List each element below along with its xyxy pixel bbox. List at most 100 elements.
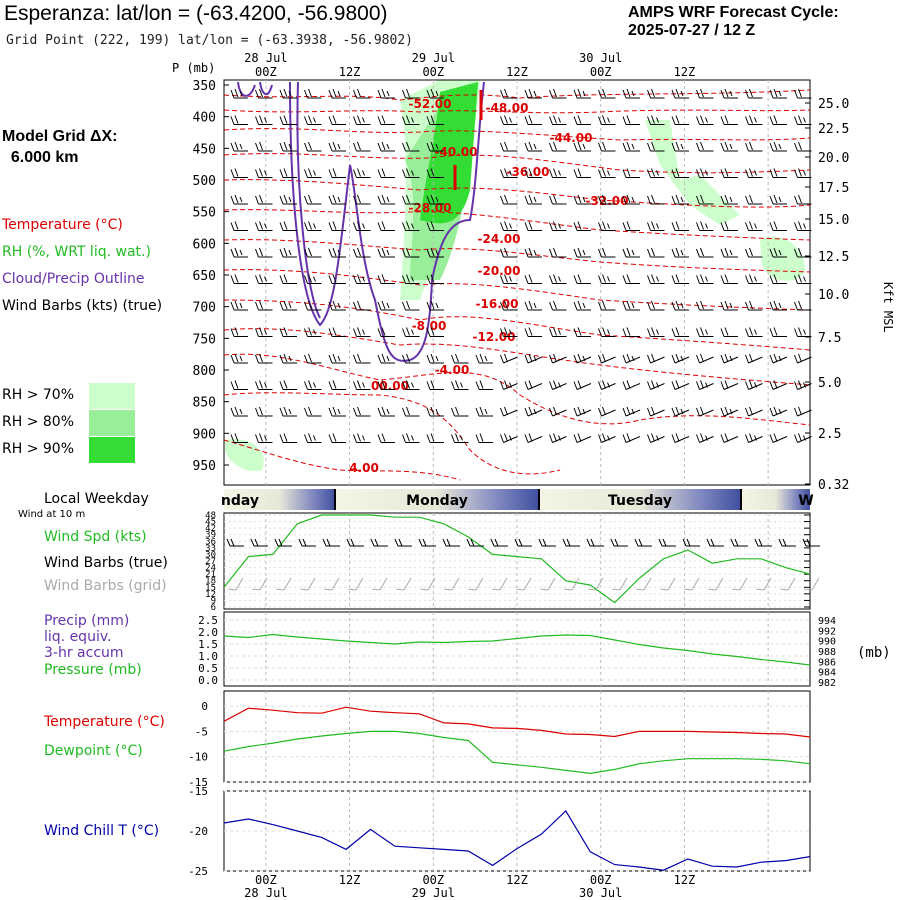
wind-barb: [402, 380, 420, 390]
legend-wind-barbs-true: Wind Barbs (true): [44, 555, 168, 571]
wind-barb: [769, 274, 787, 284]
wind-barb: [598, 300, 616, 311]
wind-barb: [304, 115, 322, 125]
wind-barb: [769, 353, 788, 364]
wind-barb-grid: [660, 577, 676, 591]
wind-barb: [549, 274, 567, 284]
wind-barb: [279, 168, 297, 178]
wind-barb: [353, 194, 371, 205]
wind-barb: [304, 353, 322, 364]
wind-barb: [353, 406, 371, 417]
wind-barb: [524, 380, 543, 390]
temp-tick-label: -10: [188, 751, 208, 764]
wind-barb: [794, 168, 812, 178]
wind-barb: [328, 327, 346, 337]
wind-barb: [549, 247, 567, 258]
wind-barb: [524, 274, 542, 284]
height-tick-label: 20.0: [818, 151, 849, 166]
wind-tick-label: 30: [205, 550, 216, 560]
wind-barb: [304, 380, 322, 390]
wind-barb: [720, 168, 738, 178]
wind-barb: [304, 141, 322, 152]
wind-barb: [255, 433, 273, 443]
wind-barb: [794, 327, 812, 337]
wind-barb: [696, 353, 714, 364]
wind-barb: [353, 353, 371, 364]
pressure-line: [223, 633, 811, 666]
wind-barb: [500, 380, 518, 390]
wind-tick-label: 21: [205, 570, 216, 580]
wind-barb-true: [634, 538, 652, 547]
wind-barb: [328, 88, 346, 99]
wind-barb: [769, 380, 788, 390]
pressure-tick-label: 992: [818, 626, 836, 637]
wind-barb: [720, 194, 738, 205]
temperature-contour: [223, 392, 561, 475]
bottom-date-label: 28 Jul: [244, 886, 287, 900]
wind-barb: [230, 300, 248, 311]
legend-wind-speed: Wind Spd (kts): [44, 529, 147, 545]
top-time-tick-label: 00Z: [590, 65, 612, 79]
wind-tick-label: 24: [205, 564, 216, 574]
wind-barb-grid: [564, 577, 580, 591]
wind-barb: [304, 88, 322, 99]
wind-barb: [573, 406, 592, 417]
wind-barb: [671, 433, 690, 443]
rh-region: [760, 236, 805, 281]
wind-barb: [451, 406, 469, 417]
pressure-axis-label: P (mb): [172, 61, 215, 75]
wind-barb: [524, 141, 542, 152]
wind-barb: [304, 274, 322, 284]
height-tick-label: 7.5: [818, 331, 841, 346]
wind-barb: [230, 433, 248, 443]
weekday-segment: [539, 489, 741, 510]
temperature-line: [223, 706, 811, 738]
wind-barb: [769, 327, 787, 337]
wind-barb-true: [250, 538, 268, 547]
wind-barb: [279, 406, 297, 417]
wind-barb-true: [586, 538, 604, 547]
wind-barb: [696, 300, 714, 311]
wind-barb: [671, 88, 689, 99]
wind-barb: [549, 300, 567, 311]
wind-barb: [304, 433, 322, 443]
wind-barb: [769, 168, 787, 178]
wind-barb: [549, 380, 567, 390]
wind-barb: [647, 194, 665, 205]
weekday-label: Local Weekday: [44, 491, 149, 507]
temperature-contour-label: -48.00: [486, 101, 529, 115]
wind-barb: [255, 274, 273, 284]
wind-barb: [304, 406, 322, 417]
top-time-tick-label: 00Z: [422, 65, 444, 79]
pressure-tick-label: 990: [818, 637, 836, 648]
precip-tick-label: 0.5: [198, 662, 218, 675]
temperature-contour: [223, 179, 811, 208]
legend-wind-barbs: Wind Barbs (kts) (true): [2, 298, 163, 314]
wind-barb: [671, 380, 690, 390]
wind-barb: [720, 274, 738, 284]
wind-barb: [279, 247, 297, 258]
wind-barb: [745, 274, 763, 284]
wind-barb: [745, 115, 763, 125]
wind-tick-label: 48: [205, 511, 216, 521]
wind-barb: [328, 300, 346, 311]
dewpoint-line: [223, 730, 811, 775]
wind-barb: [671, 300, 689, 311]
wind-barb: [304, 247, 322, 258]
wind-barb: [328, 194, 346, 205]
wind-barb: [720, 406, 739, 417]
temperature-contour: [223, 209, 811, 241]
wind-barb: [328, 406, 346, 417]
wind-barb: [696, 327, 714, 337]
precip-tick-label: 1.5: [198, 638, 218, 651]
cloud-outline: [259, 81, 273, 96]
wind-barb: [500, 194, 518, 205]
wind-barb: [598, 274, 616, 284]
wind-barb: [696, 380, 714, 390]
wind-barb: [696, 221, 714, 231]
pressure-tick-label: 800: [193, 364, 216, 379]
wind-barb: [598, 141, 616, 152]
wind-barb: [720, 141, 738, 152]
wind-barb: [573, 380, 592, 390]
temperature-contour: [223, 299, 811, 351]
